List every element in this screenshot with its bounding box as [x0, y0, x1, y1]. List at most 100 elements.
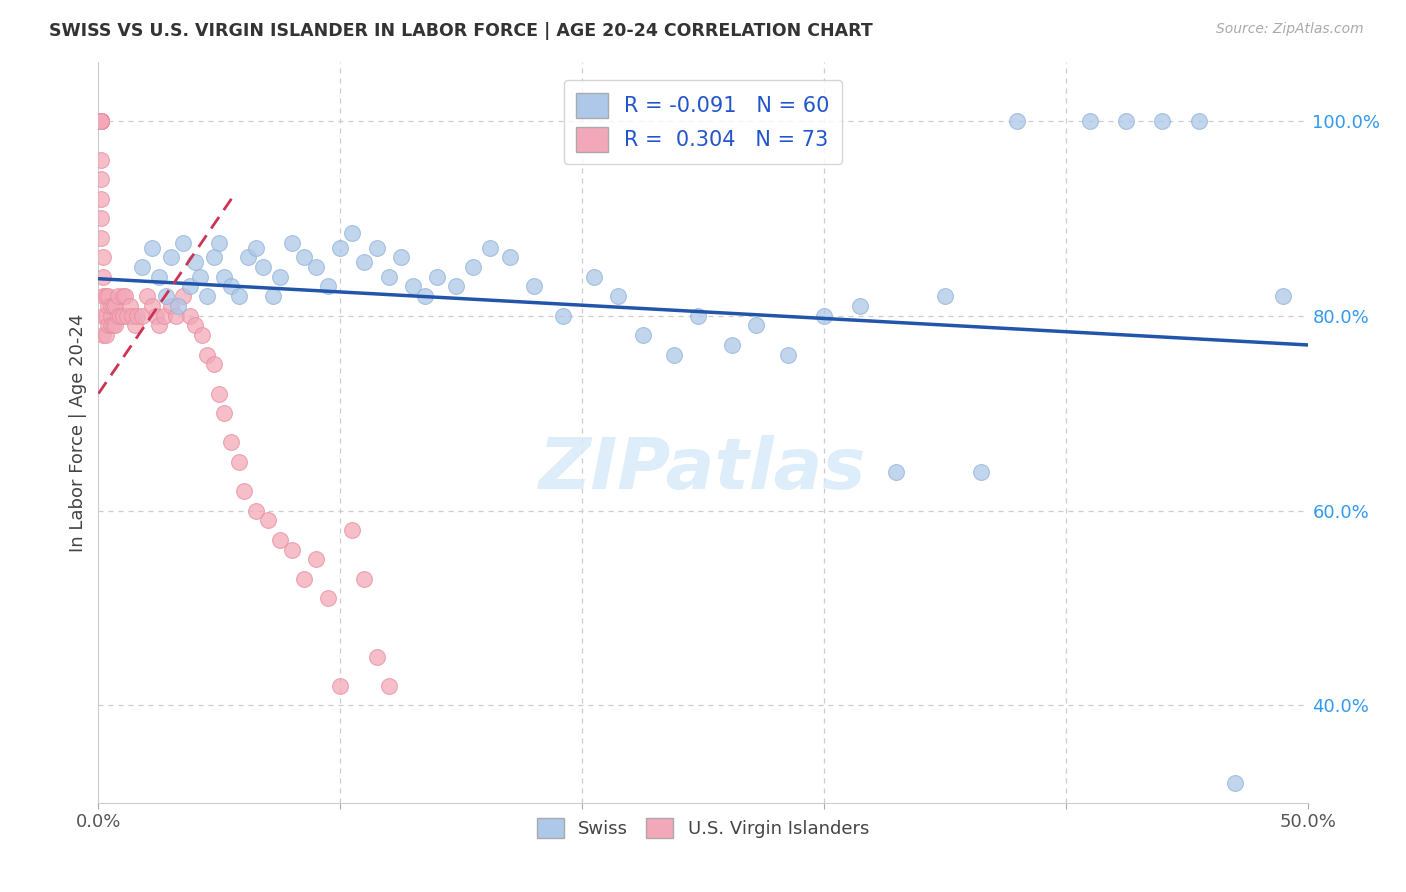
- Point: [152, 309, 174, 323]
- Point: [90, 114, 112, 128]
- Y-axis label: In Labor Force | Age 20-24: In Labor Force | Age 20-24: [69, 313, 87, 552]
- Point: [148, 318, 170, 333]
- Point: [100, 299, 122, 313]
- Point: [155, 289, 177, 303]
- Point: [90, 211, 112, 226]
- Point: [90, 114, 112, 128]
- Point: [141, 240, 163, 255]
- Point: [104, 299, 127, 313]
- Point: [101, 318, 124, 333]
- Point: [111, 289, 134, 303]
- Point: [184, 318, 207, 333]
- Point: [90, 114, 112, 128]
- Point: [551, 309, 574, 323]
- Point: [167, 299, 190, 313]
- Point: [316, 279, 339, 293]
- Point: [208, 386, 231, 401]
- Point: [91, 269, 114, 284]
- Point: [745, 318, 768, 333]
- Point: [245, 240, 267, 255]
- Point: [212, 269, 235, 284]
- Point: [1223, 776, 1246, 790]
- Point: [413, 289, 436, 303]
- Point: [583, 269, 606, 284]
- Point: [970, 465, 993, 479]
- Point: [114, 289, 136, 303]
- Point: [108, 309, 131, 323]
- Text: SWISS VS U.S. VIRGIN ISLANDER IN LABOR FORCE | AGE 20-24 CORRELATION CHART: SWISS VS U.S. VIRGIN ISLANDER IN LABOR F…: [49, 22, 873, 40]
- Point: [160, 250, 183, 264]
- Point: [305, 260, 328, 274]
- Point: [165, 309, 187, 323]
- Point: [631, 328, 654, 343]
- Point: [1078, 114, 1101, 128]
- Point: [377, 679, 399, 693]
- Point: [353, 255, 375, 269]
- Point: [141, 299, 163, 313]
- Point: [389, 250, 412, 264]
- Point: [377, 269, 399, 284]
- Point: [124, 318, 146, 333]
- Point: [90, 114, 112, 128]
- Point: [1152, 114, 1174, 128]
- Point: [90, 153, 112, 167]
- Point: [607, 289, 630, 303]
- Point: [195, 348, 218, 362]
- Point: [342, 226, 364, 240]
- Point: [262, 289, 284, 303]
- Point: [688, 309, 710, 323]
- Point: [94, 309, 117, 323]
- Point: [94, 328, 117, 343]
- Point: [662, 348, 685, 362]
- Point: [90, 114, 112, 128]
- Point: [221, 279, 243, 293]
- Point: [117, 309, 139, 323]
- Point: [934, 289, 956, 303]
- Point: [228, 289, 250, 303]
- Point: [97, 299, 120, 313]
- Point: [523, 279, 546, 293]
- Point: [97, 289, 120, 303]
- Point: [316, 591, 339, 606]
- Point: [90, 114, 112, 128]
- Point: [463, 260, 485, 274]
- Point: [329, 679, 352, 693]
- Point: [191, 328, 214, 343]
- Point: [104, 318, 127, 333]
- Point: [813, 309, 835, 323]
- Point: [212, 406, 235, 420]
- Point: [131, 309, 153, 323]
- Point: [228, 455, 250, 469]
- Point: [121, 309, 143, 323]
- Point: [91, 289, 114, 303]
- Point: [107, 289, 129, 303]
- Point: [353, 572, 375, 586]
- Point: [101, 299, 124, 313]
- Point: [148, 269, 170, 284]
- Point: [329, 240, 352, 255]
- Point: [90, 114, 112, 128]
- Point: [172, 289, 194, 303]
- Point: [111, 309, 134, 323]
- Point: [107, 309, 129, 323]
- Point: [721, 338, 744, 352]
- Point: [97, 318, 120, 333]
- Point: [849, 299, 872, 313]
- Point: [90, 192, 112, 206]
- Point: [195, 289, 218, 303]
- Point: [342, 523, 364, 537]
- Point: [131, 260, 153, 274]
- Point: [204, 250, 226, 264]
- Point: [90, 172, 112, 186]
- Point: [204, 358, 226, 372]
- Point: [90, 231, 112, 245]
- Point: [90, 114, 112, 128]
- Point: [188, 269, 211, 284]
- Point: [269, 269, 291, 284]
- Point: [305, 552, 328, 566]
- Point: [479, 240, 502, 255]
- Point: [221, 435, 243, 450]
- Point: [1188, 114, 1211, 128]
- Point: [160, 299, 183, 313]
- Point: [269, 533, 291, 547]
